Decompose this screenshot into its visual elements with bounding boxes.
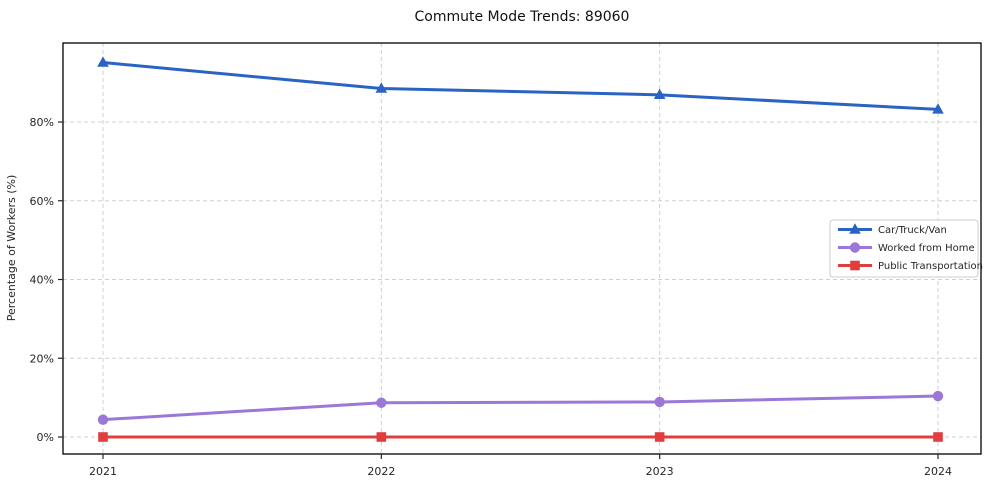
x-tick-label: 2023 bbox=[646, 465, 674, 478]
marker-car-truck-van bbox=[653, 88, 666, 100]
marker-worked-from-home bbox=[654, 396, 665, 408]
legend: Car/Truck/Van Worked from Home Public Tran… bbox=[829, 219, 983, 278]
legend-label-public-transportation: Public Transportation bbox=[878, 261, 983, 272]
marker-worked-from-home bbox=[376, 397, 387, 408]
y-tick-label: 80% bbox=[30, 116, 54, 129]
marker-public-transportation bbox=[654, 432, 665, 442]
marker-public-transportation bbox=[376, 432, 387, 442]
legend-label-car-truck-van: Car/Truck/Van bbox=[878, 225, 947, 236]
marker-car-truck-van bbox=[932, 103, 944, 114]
y-tick-label: 60% bbox=[30, 195, 54, 208]
data-series-group bbox=[97, 56, 944, 442]
axis-ticks-group: 0% 20% 40% 60% 80% 2021 2022 2023 2024 bbox=[30, 116, 952, 478]
series-line-worked-from-home bbox=[101, 394, 940, 422]
x-tick-label: 2022 bbox=[367, 465, 395, 478]
x-tick-label: 2021 bbox=[89, 465, 117, 478]
y-tick-label: 40% bbox=[30, 274, 54, 287]
y-tick-label: 0% bbox=[37, 431, 54, 444]
marker-public-transportation bbox=[98, 432, 108, 442]
legend-marker-worked-from-home bbox=[849, 242, 861, 253]
y-tick-label: 20% bbox=[30, 352, 54, 365]
plot-border bbox=[62, 42, 982, 455]
legend-marker-public-transportation bbox=[850, 260, 860, 271]
y-axis-label: Percentage of Workers (%) bbox=[5, 175, 18, 322]
marker-public-transportation bbox=[933, 432, 943, 442]
series-line-car-truck-van bbox=[101, 61, 940, 111]
marker-car-truck-van bbox=[375, 82, 388, 93]
x-tick-label: 2024 bbox=[924, 465, 952, 478]
marker-worked-from-home bbox=[932, 390, 944, 402]
marker-car-truck-van bbox=[97, 56, 109, 67]
chart-title: Commute Mode Trends: 89060 bbox=[415, 9, 630, 25]
marker-worked-from-home bbox=[97, 414, 109, 425]
legend-box bbox=[829, 219, 979, 278]
legend-marker-car-truck-van bbox=[849, 223, 861, 234]
legend-label-worked-from-home: Worked from Home bbox=[878, 243, 975, 254]
